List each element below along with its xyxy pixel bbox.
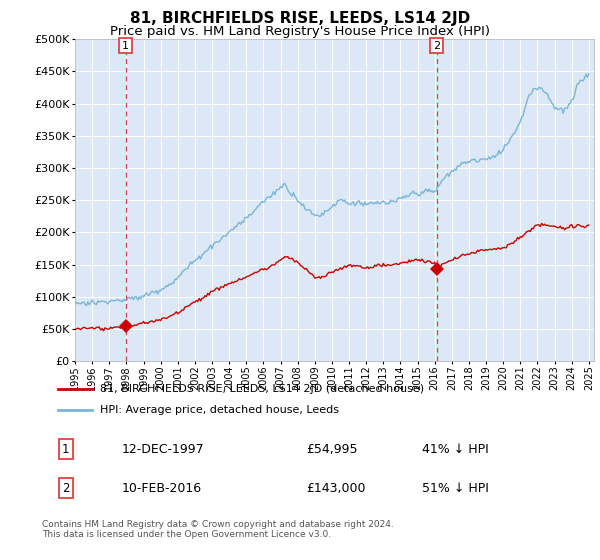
Text: 2: 2 — [433, 41, 440, 50]
Text: 1: 1 — [62, 442, 70, 456]
Text: £54,995: £54,995 — [306, 442, 358, 456]
Text: 81, BIRCHFIELDS RISE, LEEDS, LS14 2JD (detached house): 81, BIRCHFIELDS RISE, LEEDS, LS14 2JD (d… — [100, 384, 424, 394]
Text: 2: 2 — [62, 482, 70, 494]
Text: 1: 1 — [122, 41, 129, 50]
Text: 12-DEC-1997: 12-DEC-1997 — [121, 442, 204, 456]
Text: 81, BIRCHFIELDS RISE, LEEDS, LS14 2JD: 81, BIRCHFIELDS RISE, LEEDS, LS14 2JD — [130, 11, 470, 26]
Text: 10-FEB-2016: 10-FEB-2016 — [121, 482, 202, 494]
Text: 51% ↓ HPI: 51% ↓ HPI — [422, 482, 489, 494]
Text: Price paid vs. HM Land Registry's House Price Index (HPI): Price paid vs. HM Land Registry's House … — [110, 25, 490, 38]
Text: Contains HM Land Registry data © Crown copyright and database right 2024.
This d: Contains HM Land Registry data © Crown c… — [42, 520, 394, 539]
Text: HPI: Average price, detached house, Leeds: HPI: Average price, detached house, Leed… — [100, 405, 339, 415]
Text: 41% ↓ HPI: 41% ↓ HPI — [422, 442, 489, 456]
Text: £143,000: £143,000 — [306, 482, 365, 494]
